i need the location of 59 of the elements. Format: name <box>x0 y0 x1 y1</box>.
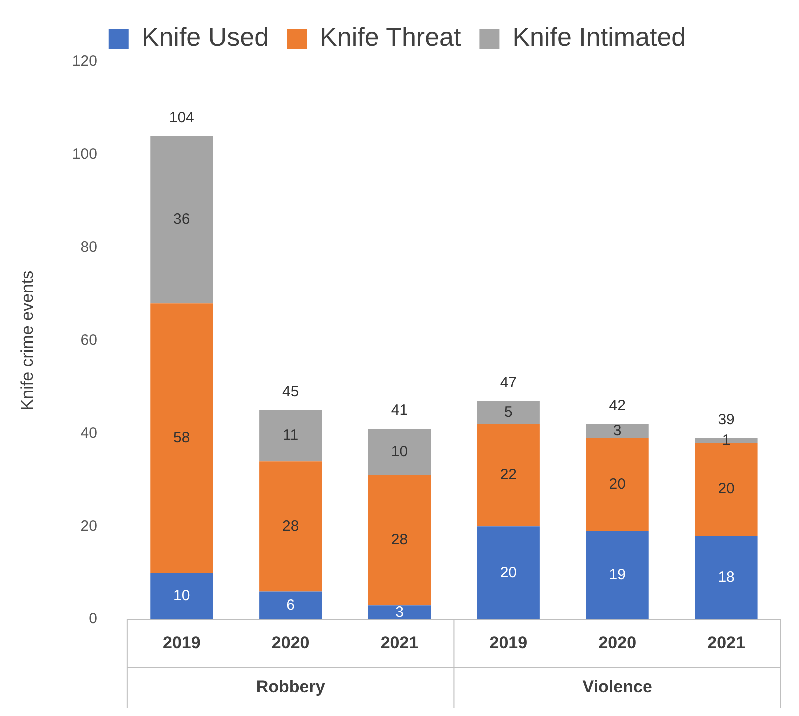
y-axis-title: Knife crime events <box>18 270 37 411</box>
bar <box>368 606 432 620</box>
data-label: 20 <box>500 564 518 582</box>
bar <box>368 429 432 476</box>
bar <box>477 526 540 620</box>
bar <box>260 592 322 620</box>
bar <box>260 462 322 592</box>
legend-label: Knife Threat <box>320 22 462 52</box>
legend-label: Knife Intimated <box>512 22 686 52</box>
total-label: 41 <box>391 402 408 420</box>
data-label: 10 <box>174 588 190 605</box>
x-tick-label: 2019 <box>490 633 528 652</box>
total-label: 47 <box>500 374 518 392</box>
y-tick-label: 20 <box>80 518 98 535</box>
data-label: 19 <box>609 566 626 584</box>
text: Violence <box>582 677 652 696</box>
bar <box>477 401 540 424</box>
total-label: 45 <box>282 384 300 401</box>
bar <box>586 424 649 438</box>
x-tick-label: 2021 <box>380 633 419 652</box>
data-label: 3 <box>613 422 622 440</box>
data-label: 3 <box>396 604 404 621</box>
x-tick-label: 2021 <box>708 633 746 652</box>
bar <box>368 476 432 606</box>
y-tick-label: 60 <box>80 332 98 349</box>
data-label: 20 <box>718 480 735 498</box>
data-label: 10 <box>391 443 408 460</box>
data-label: 6 <box>286 596 295 614</box>
x-tick-label: 2019 <box>162 633 201 652</box>
data-label: 5 <box>504 404 513 421</box>
bar <box>150 573 214 620</box>
text: Robbery <box>256 677 326 696</box>
total-label: 104 <box>169 109 194 126</box>
bar <box>477 424 540 527</box>
y-tick-label: 40 <box>80 424 98 442</box>
bar <box>695 536 758 620</box>
total-label: 42 <box>609 398 626 415</box>
data-label: 18 <box>718 568 735 586</box>
data-label: 28 <box>282 518 300 535</box>
data-label: 58 <box>174 430 190 447</box>
y-tick-label: 80 <box>80 239 98 256</box>
data-label: 20 <box>609 476 626 493</box>
data-label: 22 <box>500 466 518 484</box>
y-tick-label: 0 <box>89 610 98 628</box>
bar <box>260 410 322 462</box>
x-tick-label: 2020 <box>598 633 637 652</box>
data-label: 28 <box>391 532 408 549</box>
data-label: 11 <box>283 427 299 444</box>
bar <box>586 438 649 532</box>
bar <box>586 531 649 620</box>
bar <box>695 443 758 536</box>
bar <box>150 136 214 304</box>
y-tick-label: 120 <box>72 53 98 70</box>
y-tick-label: 100 <box>72 146 98 164</box>
legend-label: Knife Used <box>142 22 270 52</box>
total-label: 39 <box>718 412 735 429</box>
x-tick-label: 2020 <box>272 633 310 652</box>
data-label: 36 <box>174 211 190 228</box>
bar <box>150 304 214 574</box>
